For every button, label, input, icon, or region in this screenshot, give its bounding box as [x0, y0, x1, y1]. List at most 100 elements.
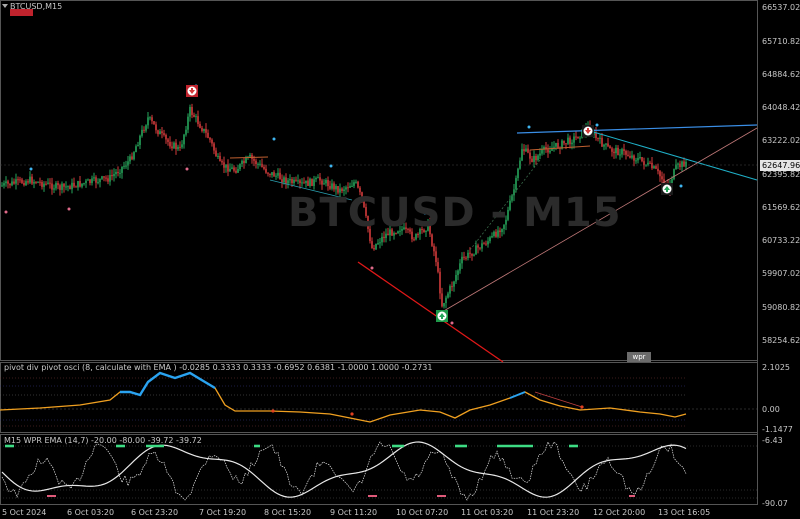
candle-body — [649, 162, 651, 164]
candle-body — [631, 155, 633, 158]
candle-body — [107, 178, 109, 182]
candle-body — [475, 245, 477, 255]
candle-body — [491, 236, 493, 238]
candle-body — [577, 136, 579, 139]
candle-body — [371, 241, 373, 249]
candle-body — [379, 242, 381, 244]
candle-body — [567, 137, 569, 144]
osc-marker — [580, 405, 584, 409]
candle-body — [203, 128, 205, 132]
candle-body — [129, 156, 131, 162]
candle-body — [29, 176, 31, 183]
candle-body — [155, 124, 157, 131]
symbol-watermark: BTCUSD - M15 — [288, 190, 622, 236]
candle-body — [267, 172, 269, 174]
candle-body — [15, 179, 17, 184]
candle-body — [511, 195, 513, 201]
candle-body — [639, 157, 641, 159]
candle-body — [549, 150, 551, 153]
candle-body — [571, 142, 573, 145]
candle-body — [209, 137, 211, 140]
candle-body — [381, 236, 383, 243]
candle-body — [69, 186, 71, 190]
candle-body — [125, 165, 127, 167]
candle-body — [569, 137, 571, 145]
pivot-low-dot — [4, 210, 8, 214]
candle-body — [481, 243, 483, 249]
candle-body — [597, 137, 599, 139]
candle-body — [43, 183, 45, 187]
candle-body — [75, 186, 77, 188]
candle-body — [351, 185, 353, 187]
candle-body — [349, 186, 351, 188]
candle-body — [519, 160, 521, 169]
candle-body — [11, 181, 13, 186]
candle-body — [545, 146, 547, 150]
candle-body — [661, 176, 663, 180]
candle-body — [25, 181, 27, 186]
candle-body — [295, 179, 297, 181]
candle-body — [287, 180, 289, 184]
candle-body — [451, 286, 453, 288]
candle-body — [141, 129, 143, 136]
candle-body — [479, 247, 481, 249]
wpr-button[interactable]: wpr — [627, 352, 651, 362]
candle-body — [299, 180, 301, 183]
current-price-label: 62647.96 — [760, 160, 800, 171]
candle-body — [657, 168, 659, 172]
candle-body — [551, 147, 553, 151]
candle-body — [121, 166, 123, 173]
trendline-resistance — [516, 124, 758, 134]
candle-body — [133, 152, 135, 160]
trendline-red — [357, 261, 504, 363]
candle-body — [37, 181, 39, 183]
candle-body — [389, 229, 391, 236]
pivot-high-dot — [272, 137, 276, 141]
candle-body — [293, 179, 295, 184]
wpr-axis-label: -6.43 — [762, 436, 783, 445]
candle-body — [145, 125, 147, 131]
candle-body — [607, 143, 609, 147]
candle-body — [627, 154, 629, 156]
oscillator-line — [0, 372, 687, 423]
candle-body — [305, 180, 307, 184]
candle-body — [543, 146, 545, 150]
candle-body — [159, 131, 161, 135]
candle-body — [501, 229, 503, 233]
candle-body — [325, 180, 327, 184]
candle-body — [177, 146, 179, 150]
candle-body — [563, 140, 565, 144]
time-axis-label: 7 Oct 19:20 — [199, 508, 247, 517]
candle-body — [515, 178, 517, 190]
candle-body — [55, 183, 57, 189]
trendline-small — [269, 179, 353, 201]
candle-body — [677, 163, 679, 165]
pivot-high-dot — [423, 211, 427, 215]
candle-body — [165, 134, 167, 140]
price-axis-label: 60733.22 — [762, 236, 800, 245]
candle-body — [335, 185, 337, 190]
candle-body — [117, 171, 119, 174]
candle-body — [525, 148, 527, 152]
candle-body — [227, 164, 229, 172]
candle-body — [7, 181, 9, 184]
candle-body — [393, 233, 395, 236]
dropdown-triangle-icon[interactable] — [2, 4, 8, 8]
candle-body — [313, 179, 315, 186]
candle-body — [457, 270, 459, 276]
candle-body — [213, 143, 215, 151]
candle-body — [127, 161, 129, 166]
wpr-axis-label: -90.07 — [762, 499, 788, 508]
candle-body — [473, 254, 475, 256]
candle-body — [539, 153, 541, 156]
candle-body — [233, 167, 235, 171]
candle-body — [85, 180, 87, 184]
candle-body — [157, 130, 159, 135]
candle-body — [495, 231, 497, 237]
candle-body — [353, 182, 355, 186]
candle-body — [83, 183, 85, 185]
candle-body — [193, 114, 195, 117]
candle-body — [611, 148, 613, 152]
